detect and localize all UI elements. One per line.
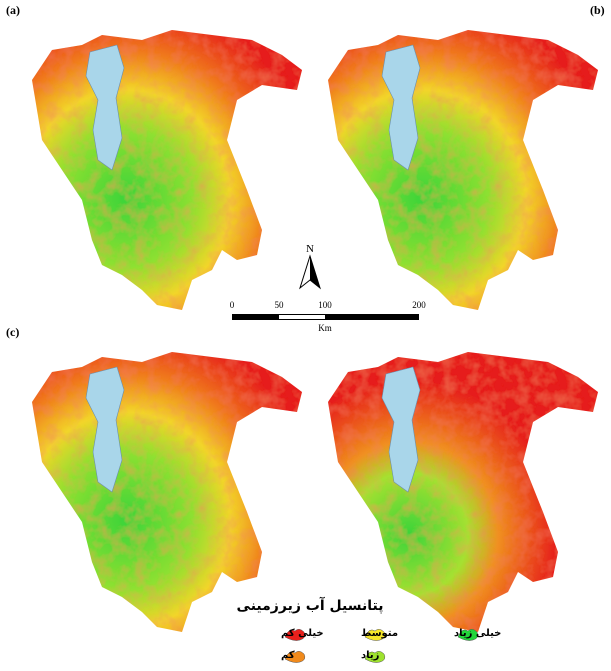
scale-label: 200	[412, 300, 426, 310]
north-arrow: N	[300, 243, 320, 288]
map-b	[328, 30, 598, 310]
scale-label: 0	[230, 300, 235, 310]
map-c	[32, 352, 302, 632]
legend-label: خیلی زیاد	[454, 628, 501, 639]
scale-label: 100	[318, 300, 332, 310]
scale-unit: Km	[318, 323, 332, 333]
panel-label: (a)	[6, 3, 20, 17]
legend-label: متوسط	[361, 628, 398, 639]
panel-label: (c)	[6, 325, 19, 339]
north-label: N	[306, 243, 314, 255]
legend-label: خیلی کم	[281, 628, 324, 639]
legend-label: زیاد	[361, 650, 380, 661]
legend-label: کم	[281, 650, 295, 661]
panel-label: (b)	[590, 3, 605, 17]
figure: (a) (b) (c) N 0 50 100 200 Km پتانسیل آب…	[0, 0, 611, 671]
scale-bar: 0 50 100 200 Km	[230, 300, 427, 333]
map-a	[32, 30, 302, 310]
scale-label: 50	[275, 300, 285, 310]
legend-title: پتانسیل آب زیرزمینی	[237, 596, 384, 614]
map-d	[328, 352, 598, 632]
